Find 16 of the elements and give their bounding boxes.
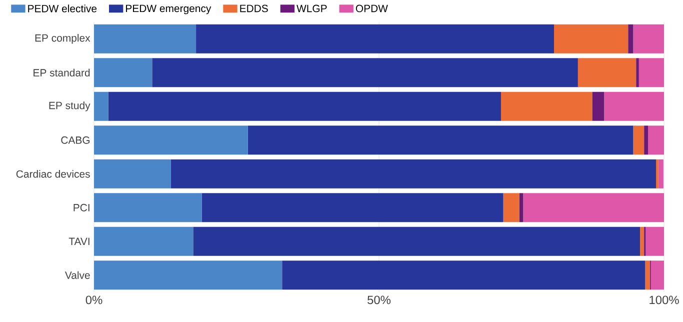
y-tick-label: Valve — [64, 271, 90, 279]
x-tick-label: 50% — [368, 296, 391, 304]
legend-label: WLGP — [296, 4, 327, 12]
y-tick-label: Cardiac devices — [16, 170, 90, 178]
x-tick-label: 0% — [86, 296, 102, 304]
x-tick-label: 100% — [650, 296, 679, 304]
y-tick-label: TAVI — [68, 238, 90, 245]
legend-label: EDDS — [240, 4, 268, 12]
y-tick-label: EP complex — [35, 34, 90, 44]
legend-label: PEDW elective — [28, 4, 97, 12]
legend-label: PEDW emergency — [126, 4, 212, 14]
y-tick-label: EP study — [49, 102, 90, 112]
legend-label: OPDW — [356, 4, 388, 12]
y-tick-label: CABG — [61, 136, 90, 144]
y-tick-label: EP standard — [34, 68, 90, 76]
y-tick-label: PCI — [74, 204, 90, 212]
